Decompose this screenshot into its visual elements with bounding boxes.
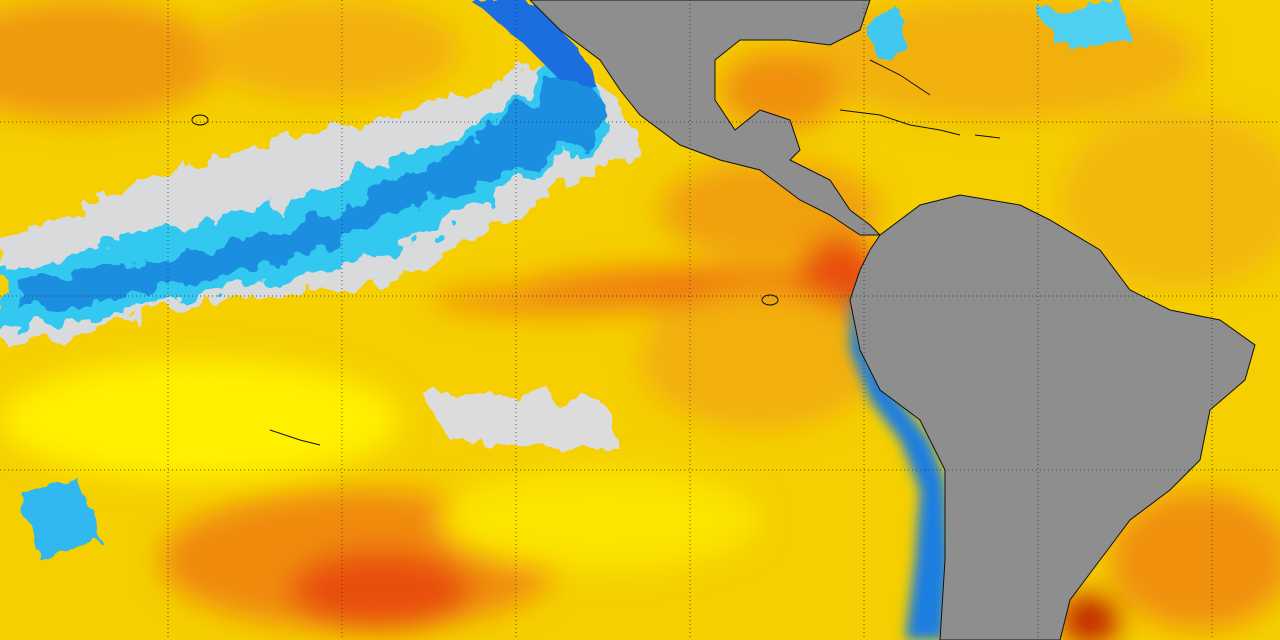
islands xyxy=(191,59,1001,446)
cool-anomalies xyxy=(0,0,1130,560)
north-america xyxy=(529,0,882,236)
south-america xyxy=(849,194,1256,640)
